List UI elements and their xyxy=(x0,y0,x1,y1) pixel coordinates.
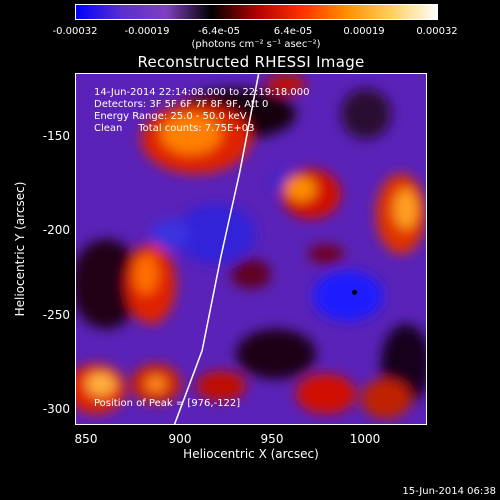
info-time-range: 14-Jun-2014 22:14:08.000 to 22:19:18.000 xyxy=(94,87,310,98)
colorbar-tick: -0.00019 xyxy=(124,26,170,37)
plot-title: Reconstructed RHESSI Image xyxy=(137,53,365,71)
x-tick-label: 850 xyxy=(74,432,98,446)
peak-marker xyxy=(352,289,358,295)
y-tick-label: -300 xyxy=(42,402,70,416)
y-tick-label: -150 xyxy=(42,129,70,143)
heatmap-image xyxy=(76,74,426,424)
colorbar-units: (photons cm⁻² s⁻¹ asec⁻²) xyxy=(191,39,321,50)
y-axis-label: Heliocentric Y (arcsec) xyxy=(13,181,27,317)
x-tick-label: 900 xyxy=(168,432,192,446)
info-detectors: Detectors: 3F 5F 6F 7F 8F 9F, Att 0 xyxy=(94,99,269,110)
colorbar xyxy=(75,4,438,20)
x-tick-label: 1000 xyxy=(349,432,381,446)
emission-blobs xyxy=(76,74,426,419)
colorbar-tick: -6.4e-05 xyxy=(198,26,240,37)
colorbar-tick: 0.00032 xyxy=(416,26,458,37)
x-axis-label: Heliocentric X (arcsec) xyxy=(183,447,319,461)
colorbar-tick: -0.00032 xyxy=(52,26,98,37)
plot-area xyxy=(75,73,427,425)
colorbar-tick: 6.4e-05 xyxy=(273,26,313,37)
y-tick-label: -200 xyxy=(42,223,70,237)
peak-position-text: Position of Peak = [976,-122] xyxy=(94,398,241,409)
solar-limb-curve xyxy=(173,74,260,424)
y-tick-label: -250 xyxy=(42,308,70,322)
colorbar-tick: 0.00019 xyxy=(343,26,385,37)
info-energy-range: Energy Range: 25.0 - 50.0 keV xyxy=(94,111,247,122)
x-tick-label: 950 xyxy=(260,432,284,446)
info-clean-counts: Clean Total counts: 7.75E+03 xyxy=(94,123,255,134)
footer-date: 15-Jun-2014 06:38 xyxy=(402,486,496,497)
